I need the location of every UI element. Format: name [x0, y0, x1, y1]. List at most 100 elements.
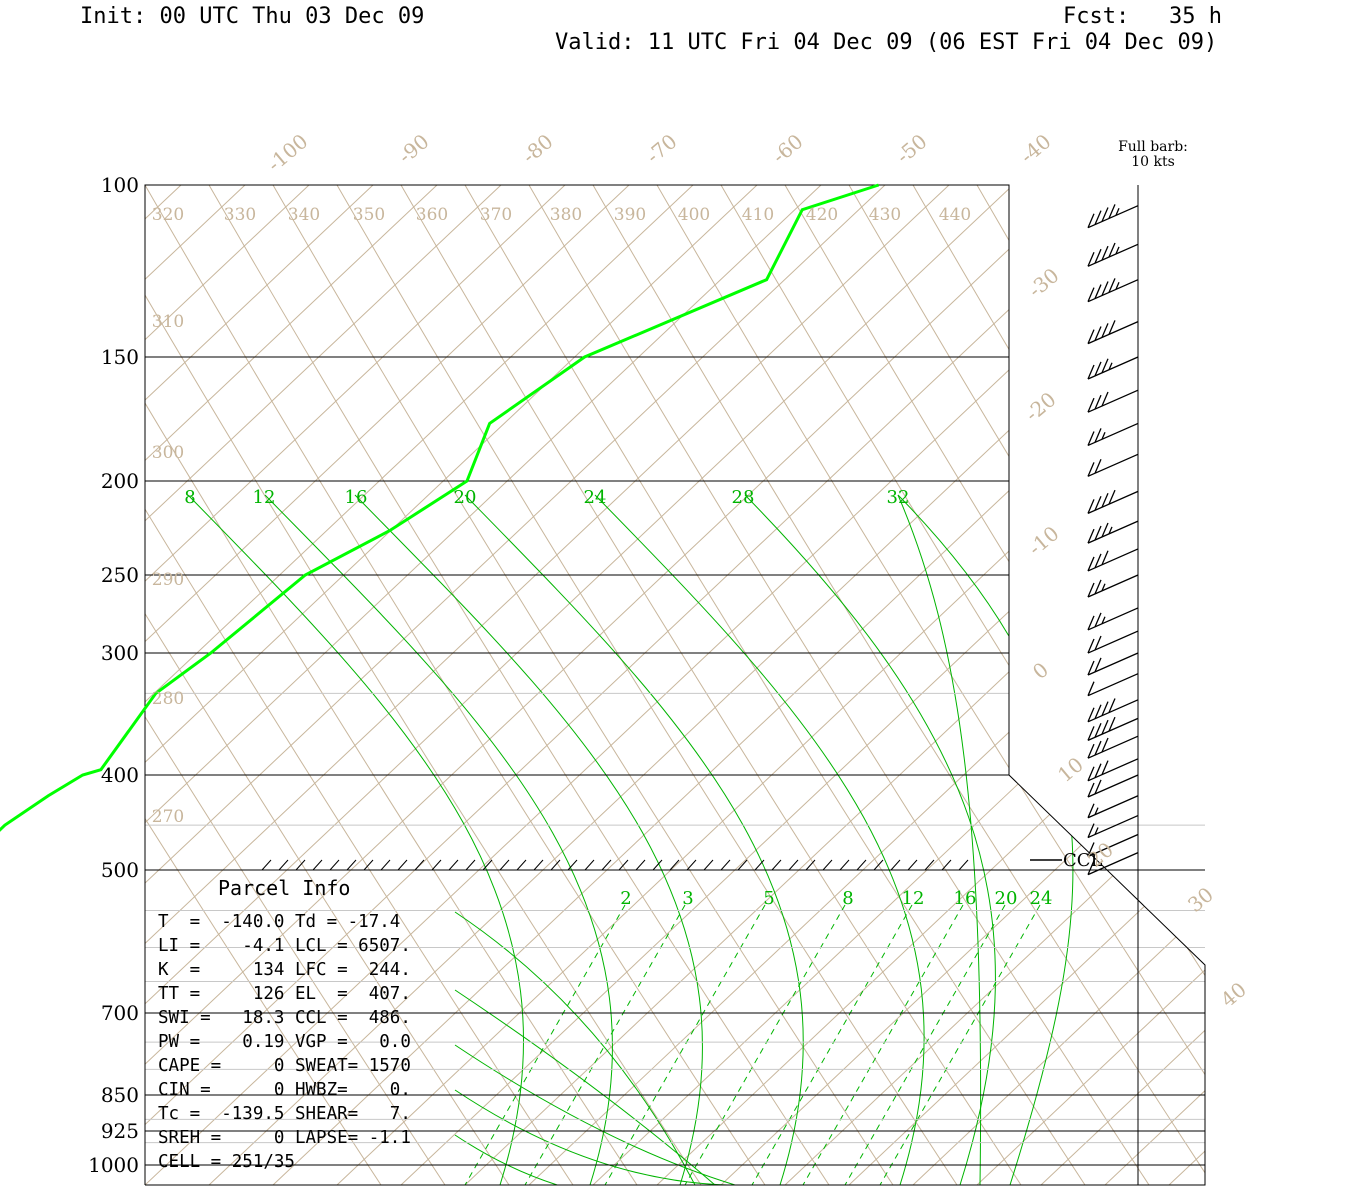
hatch-mark: [380, 859, 391, 871]
hatch-mark: [584, 859, 595, 871]
barb-flag: [1101, 358, 1109, 374]
barb-flag: [1101, 719, 1109, 735]
wind-barb: [1087, 673, 1139, 697]
isotherm-line: [145, 185, 630, 1185]
barb-flag: [1094, 704, 1102, 719]
hatch-mark: [533, 859, 544, 871]
dry-adiabat-line: [912, 185, 1205, 1185]
mixing-ratio-label: 3: [682, 888, 693, 909]
pressure-tick-label: 700: [101, 1001, 139, 1025]
moist-adiabat-line: [454, 989, 716, 1185]
mixing-ratio-label: 12: [902, 888, 925, 909]
barb-staff: [1087, 717, 1139, 741]
mixing-ratio-label: 20: [995, 888, 1018, 909]
isotherm-line: [336, 185, 1205, 1185]
isotherm-line: [592, 185, 1205, 1185]
isotherm-line: [145, 185, 1014, 1185]
pressure-tick-label: 300: [101, 641, 139, 665]
hatch-mark: [295, 859, 306, 871]
barb-flag: [1108, 489, 1116, 505]
pressure-tick-label: 850: [101, 1083, 139, 1107]
pressure-tick-label: 500: [101, 858, 139, 882]
barb-flag: [1108, 320, 1116, 335]
barb-flag: [1094, 394, 1102, 410]
barb-flag: [1094, 763, 1102, 778]
moist-adiabat-line: [454, 1044, 736, 1185]
isotherm-line: [720, 185, 1205, 1185]
moist-adiabat-line: [354, 494, 703, 1185]
wind-barb: [1087, 774, 1139, 798]
barb-flag: [1087, 329, 1095, 344]
barb-flag: [1101, 737, 1109, 753]
barb-key-line1: Full barb:: [1118, 139, 1188, 155]
barb-staff: [1087, 774, 1139, 798]
barb-flag: [1087, 766, 1095, 782]
isotherm-line: [145, 185, 950, 1185]
mixing-ratio-line: [604, 904, 766, 1185]
theta-label: 410: [742, 205, 774, 225]
barb-flag: [1101, 492, 1109, 508]
barb-flag: [1094, 525, 1102, 541]
hatch-mark: [907, 859, 918, 871]
barb-staff: [1087, 453, 1139, 477]
barb-staff: [1087, 490, 1139, 514]
theta-label: 370: [480, 205, 512, 225]
theta-e-label: 12: [253, 487, 276, 508]
barb-flag: [1087, 528, 1095, 544]
dry-adiabat-line: [400, 185, 1022, 1185]
hatch-mark: [601, 859, 612, 871]
dry-adiabat-line: [1233, 185, 1350, 1185]
wind-barb: [1087, 758, 1139, 782]
parcel-row: CELL = 251/35: [158, 1152, 295, 1172]
barb-flag: [1087, 615, 1095, 631]
hatch-mark: [924, 859, 935, 871]
parcel-row: PW = 0.19 VGP = 0.0: [158, 1032, 411, 1052]
theta-label: 290: [152, 570, 184, 590]
moist-adiabat-line: [464, 494, 804, 1185]
barb-flag: [1094, 458, 1102, 474]
isotherm-line: [464, 185, 1205, 1185]
wind-barb: [1087, 242, 1139, 267]
theta-e-label: 24: [584, 487, 607, 508]
hatch-mark: [465, 859, 476, 871]
moist-adiabat-line: [454, 1089, 756, 1185]
theta-e-label: 20: [454, 487, 477, 508]
wind-barb: [1087, 630, 1139, 654]
pressure-tick-label: 150: [101, 345, 139, 369]
barb-flag: [1087, 681, 1095, 696]
isotherm-line: [1168, 185, 1205, 1185]
hatch-mark: [550, 859, 561, 871]
wind-barb: [1087, 489, 1139, 514]
temperature-profile: [0, 183, 880, 832]
parcel-row: LI = -4.1 LCL = 6507.: [158, 936, 411, 956]
barb-staff: [1087, 814, 1139, 839]
isotherm-line: [145, 185, 822, 1185]
moist-adiabat-line: [187, 494, 524, 1185]
hatch-mark: [737, 859, 748, 871]
forecast-hour: Fcst: 35 h: [1063, 4, 1222, 29]
isotherm-label: -30: [1023, 263, 1063, 302]
mixing-ratio-label: 5: [763, 888, 774, 909]
isotherm-label: -40: [1015, 129, 1055, 168]
theta-label: 390: [614, 205, 646, 225]
barb-flag: [1101, 760, 1109, 775]
isotherm-label: -70: [641, 129, 681, 168]
isotherm-label: 0: [1028, 657, 1053, 684]
isobar-lines: [145, 184, 1205, 1166]
barb-staff: [1087, 422, 1139, 447]
mixing-ratio-line: [684, 904, 846, 1185]
barb-flag: [1094, 553, 1102, 569]
isotherm-label: 10: [1053, 752, 1088, 787]
hatch-mark: [686, 859, 697, 871]
barb-flag: [1087, 707, 1095, 723]
dry-adiabat-line: [1040, 185, 1205, 1185]
dry-adiabat-line: [720, 185, 1205, 1185]
barb-staff: [1087, 243, 1139, 267]
barb-flag: [1094, 284, 1102, 299]
barb-flag: [1087, 397, 1095, 413]
hatch-mark: [499, 859, 510, 871]
isotherm-line: [1104, 185, 1205, 1185]
barb-staff: [1087, 574, 1139, 598]
isotherm-line: [784, 185, 1205, 1185]
